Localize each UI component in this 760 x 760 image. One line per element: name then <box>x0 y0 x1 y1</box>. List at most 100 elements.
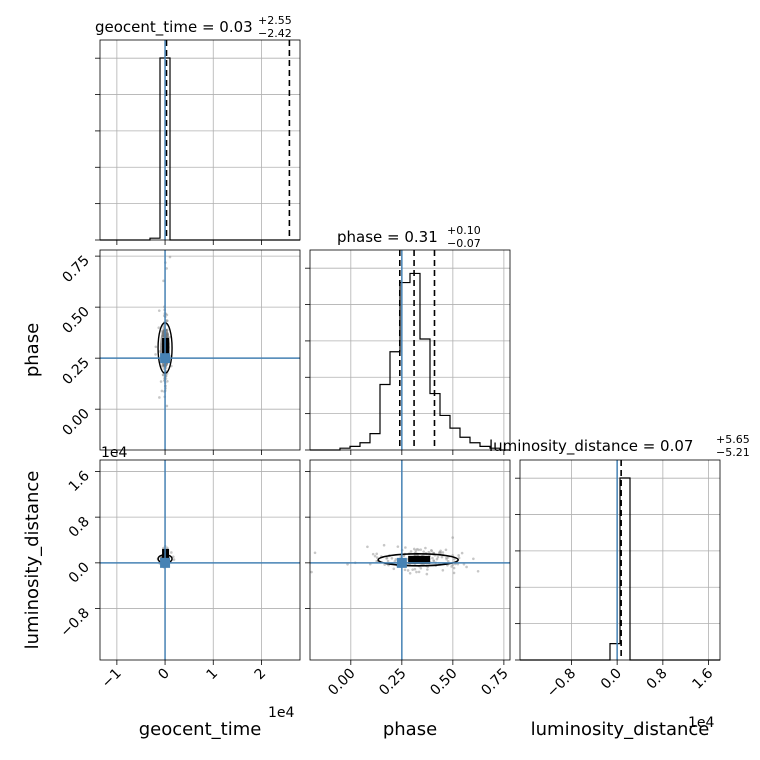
sample-point <box>171 555 175 559</box>
sample-point <box>165 404 169 408</box>
sample-point <box>417 570 421 574</box>
sample-point <box>375 552 379 556</box>
truth-marker <box>160 557 171 568</box>
sample-point <box>382 543 386 547</box>
sample-point <box>154 353 157 356</box>
panel-frame <box>309 249 511 451</box>
panel-bg <box>310 250 510 450</box>
xlabel-geocent-time: geocent_time <box>139 719 262 740</box>
sample-point <box>392 567 396 571</box>
sample-point <box>431 556 434 560</box>
density-core <box>408 555 431 564</box>
sample-point <box>460 551 464 555</box>
sample-point <box>158 396 161 399</box>
sample-point <box>432 559 436 562</box>
sample-point <box>162 546 165 550</box>
panel-geocent_time-luminosity_distance <box>99 459 301 661</box>
truth-marker <box>160 353 171 364</box>
panel-frame <box>519 459 721 661</box>
sample-point <box>472 557 475 561</box>
sample-point <box>394 558 398 561</box>
title-phase-main: phase = 0.31 <box>337 228 438 246</box>
title-luminosity-distance: luminosity_distance = 0.07 <box>489 437 693 456</box>
sample-point <box>396 545 400 548</box>
sample-point <box>453 557 456 561</box>
sample-point <box>422 550 425 553</box>
sample-point <box>409 550 413 553</box>
title-geocent-time-main: geocent_time = 0.03 <box>95 18 253 37</box>
panel-phase-phase <box>309 249 511 451</box>
sample-point <box>425 572 429 576</box>
sample-point <box>427 550 431 554</box>
sample-point <box>160 389 164 393</box>
sample-point <box>404 546 407 549</box>
sample-point <box>170 551 173 554</box>
title-luminosity-distance-main: luminosity_distance = 0.07 <box>489 437 693 456</box>
sample-point <box>373 554 377 558</box>
sample-point <box>452 566 456 570</box>
sample-point <box>386 559 390 563</box>
sample-point <box>371 552 375 556</box>
labels-layer: geocent_time phase luminosity_distance p… <box>22 323 715 740</box>
xlabel-luminosity-distance: luminosity_distance <box>531 719 710 740</box>
sample-point <box>393 560 397 563</box>
xlabel-phase: phase <box>383 719 437 740</box>
panel-frame <box>99 459 301 661</box>
title-phase-minus: −0.07 <box>447 237 481 250</box>
panel-luminosity_distance-luminosity_distance <box>519 459 721 661</box>
sample-point <box>451 536 455 539</box>
titles-layer: geocent_time = 0.03 +2.55 −2.42 phase = … <box>95 14 750 459</box>
panel-geocent_time-geocent_time <box>99 39 301 241</box>
sample-point <box>413 567 417 571</box>
sample-point <box>375 556 379 559</box>
truth-marker <box>396 557 407 568</box>
title-geocent-time-minus: −2.42 <box>258 27 292 40</box>
sample-point <box>476 569 480 573</box>
sample-point <box>435 557 439 561</box>
panel-bg <box>100 460 300 660</box>
sample-point <box>436 555 440 559</box>
density-contour <box>377 553 459 567</box>
title-phase: phase = 0.31 <box>337 228 438 246</box>
sample-point <box>444 548 448 552</box>
sample-point <box>403 568 407 572</box>
sample-point <box>419 566 423 570</box>
sample-point <box>154 345 158 349</box>
sample-point <box>415 570 418 574</box>
panel-geocent_time-phase <box>99 249 301 451</box>
sample-point <box>162 279 165 283</box>
sample-point <box>452 571 456 575</box>
title-phase-plus: +0.10 <box>447 224 481 237</box>
offset-text-luminosity-distance-y: 1e4 <box>101 445 128 461</box>
offset-text-geocent-time-x: 1e4 <box>268 705 295 721</box>
sample-point <box>408 571 412 575</box>
sample-point <box>446 559 450 563</box>
sample-point <box>426 568 429 571</box>
sample-point <box>430 549 433 553</box>
sample-point <box>159 380 163 383</box>
offset-text-luminosity-distance-x: 1e4 <box>688 715 715 731</box>
panel-bg <box>100 250 300 450</box>
panel-phase-luminosity_distance <box>309 459 511 661</box>
sample-point <box>415 547 419 551</box>
sample-point <box>385 557 388 560</box>
sample-point <box>424 546 427 550</box>
panel-frame <box>309 459 511 661</box>
sample-point <box>310 570 313 574</box>
sample-point <box>165 546 169 550</box>
sample-point <box>440 555 444 559</box>
sample-point <box>157 326 161 329</box>
sample-point <box>165 267 168 270</box>
panel-frame <box>99 39 301 241</box>
sample-point <box>451 563 455 567</box>
sample-point <box>465 565 468 569</box>
sample-point <box>168 255 172 259</box>
hist-outline-phase <box>310 272 510 451</box>
panel-frame <box>99 249 301 451</box>
sample-point <box>160 364 164 368</box>
sample-point <box>375 559 379 563</box>
sample-point <box>439 551 443 555</box>
sample-point <box>172 558 176 561</box>
sample-point <box>313 551 317 555</box>
